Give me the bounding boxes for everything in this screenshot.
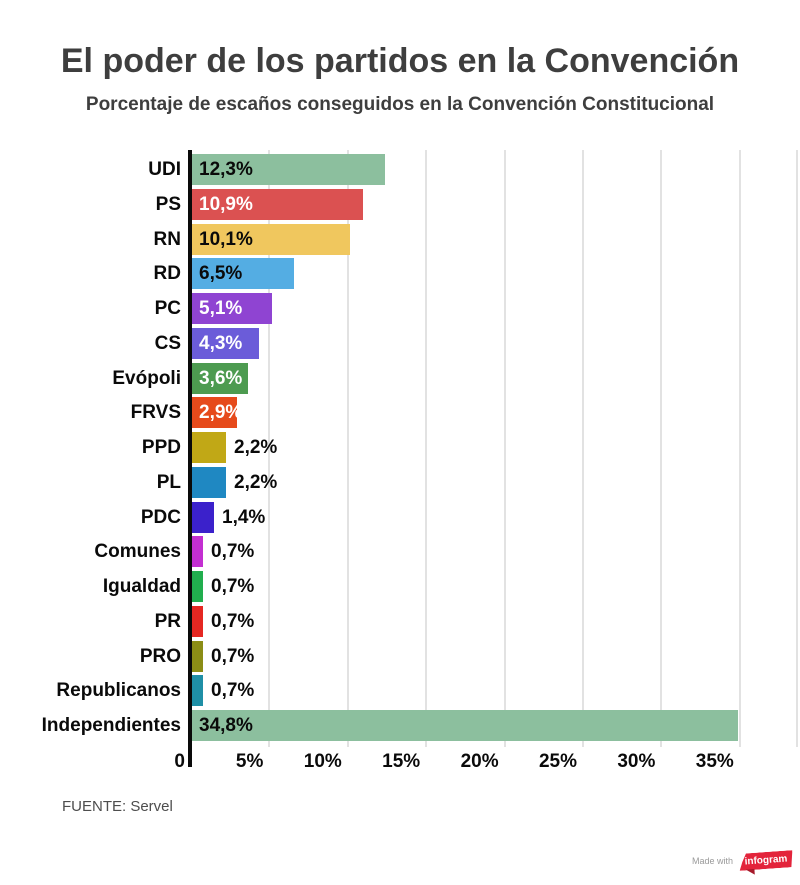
value-label-ppd: 2,2% (234, 437, 278, 458)
category-label-republicanos: Republicanos (56, 680, 181, 701)
category-label-igualdad: Igualdad (102, 576, 181, 597)
category-label-independientes: Independientes (41, 715, 181, 736)
x-gridline-10 (346, 150, 349, 747)
bar-rn (192, 224, 350, 255)
infogram-logo-icon[interactable]: infogram (738, 850, 793, 871)
x-gridline-25 (582, 150, 584, 747)
category-label-rd: RD (153, 263, 181, 284)
value-label-ps: 10,9% (199, 194, 253, 215)
value-label-comunes: 0,7% (211, 541, 255, 562)
x-axis-tick-label: 20% (460, 751, 499, 772)
category-label-cs: CS (154, 333, 181, 354)
category-label-rn: RN (153, 229, 181, 250)
category-label-evópoli: Evópoli (112, 368, 181, 389)
category-label-comunes: Comunes (94, 541, 181, 562)
bar-ppd (192, 432, 226, 463)
infogram-flag-fold (746, 869, 755, 876)
category-label-pr: PR (154, 611, 181, 632)
value-label-pr: 0,7% (211, 611, 255, 632)
x-axis-tick-label: 5% (235, 751, 264, 772)
value-label-pc: 5,1% (199, 298, 243, 319)
x-gridline-5 (268, 150, 271, 747)
value-label-igualdad: 0,7% (211, 576, 255, 597)
category-label-pdc: PDC (140, 507, 181, 528)
category-label-frvs: FRVS (130, 402, 181, 423)
source-note: FUENTE: Servel (62, 798, 173, 815)
x-gridline-20 (503, 150, 506, 747)
bar-evópoli (192, 363, 248, 394)
value-label-pdc: 1,4% (222, 507, 266, 528)
bar-pl (192, 467, 226, 498)
value-label-rn: 10,1% (199, 229, 253, 250)
x-axis-tick-label: 30% (617, 751, 656, 772)
x-axis-tick-label: 0 (174, 751, 185, 772)
value-label-evópoli: 3,6% (199, 368, 243, 389)
x-gridline-15 (425, 150, 428, 747)
category-label-pl: PL (156, 472, 181, 493)
bar-cs (192, 328, 259, 359)
value-label-pl: 2,2% (234, 472, 278, 493)
bar-ps (192, 189, 363, 220)
category-label-udi: UDI (148, 159, 181, 180)
value-label-rd: 6,5% (199, 263, 243, 284)
bar-frvs (192, 397, 237, 428)
bar-republicanos (192, 675, 203, 706)
chart-subtitle: Porcentaje de escaños conseguidos en la … (85, 94, 715, 115)
x-axis-tick-label: 35% (695, 751, 734, 772)
value-label-frvs: 2,9% (199, 402, 243, 423)
category-label-ppd: PPD (141, 437, 181, 458)
plot-right-border (796, 150, 798, 747)
category-label-ps: PS (155, 194, 181, 215)
infogram-attribution[interactable]: Made with infogram (692, 852, 796, 869)
bar-rd (192, 258, 294, 289)
x-gridline-30 (660, 150, 663, 747)
bar-comunes (192, 536, 203, 567)
made-with-label: Made with (691, 855, 733, 866)
value-label-cs: 4,3% (199, 333, 243, 354)
value-label-udi: 12,3% (199, 159, 253, 180)
x-axis-tick-label: 15% (382, 751, 421, 772)
bar-independientes (192, 710, 738, 741)
bar-pc (192, 293, 272, 324)
x-axis-tick-label: 10% (303, 751, 342, 772)
x-axis-tick-label: 25% (538, 751, 577, 772)
value-label-independientes: 34,8% (199, 715, 253, 736)
bar-pdc (192, 502, 214, 533)
bar-pro (192, 641, 203, 672)
bar-udi (192, 154, 385, 185)
bar-pr (192, 606, 203, 637)
value-label-pro: 0,7% (211, 646, 255, 667)
x-gridline-35 (738, 150, 741, 747)
value-label-republicanos: 0,7% (211, 680, 255, 701)
category-label-pro: PRO (139, 646, 181, 667)
chart-title: El poder de los partidos en la Convenció… (60, 42, 740, 80)
y-axis-line (188, 150, 192, 767)
category-label-pc: PC (154, 298, 181, 319)
bar-igualdad (192, 571, 203, 602)
